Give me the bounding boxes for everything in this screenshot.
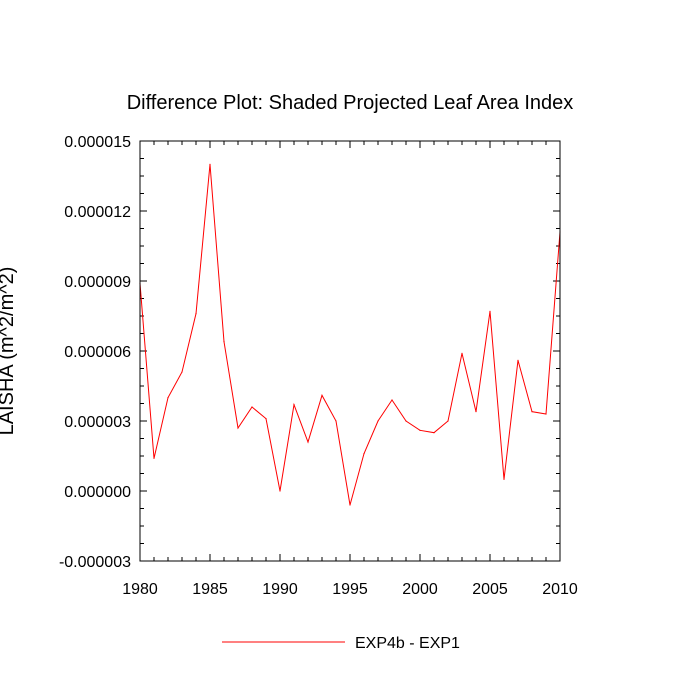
- y-tick-label: 0.000012: [64, 204, 131, 221]
- x-tick-label: 1990: [262, 581, 298, 598]
- data-point: [349, 504, 351, 506]
- x-tick-label: 2010: [542, 581, 578, 598]
- axis-ticks: 1980 1985 1990 1995 2000 2005 2010 -0.000003 0.0…: [59, 134, 578, 598]
- x-tick-label: 1980: [122, 581, 158, 598]
- data-point: [377, 420, 379, 422]
- data-point: [167, 397, 169, 399]
- data-point: [433, 432, 435, 434]
- data-point: [195, 313, 197, 315]
- data-point: [279, 490, 281, 492]
- y-axis-label: LAISHA (m^2/m^2): [0, 267, 18, 436]
- y-tick-label: 0.000000: [64, 484, 131, 501]
- data-point: [545, 413, 547, 415]
- data-point: [447, 420, 449, 422]
- data-point: [461, 352, 463, 354]
- data-point: [489, 310, 491, 312]
- data-point: [307, 441, 309, 443]
- data-point: [503, 478, 505, 480]
- x-tick-label: 1995: [332, 581, 368, 598]
- data-point: [153, 457, 155, 459]
- x-tick-label: 1985: [192, 581, 228, 598]
- data-point: [475, 411, 477, 413]
- data-point: [237, 427, 239, 429]
- data-point: [209, 163, 211, 165]
- y-tick-label: 0.000015: [64, 134, 131, 151]
- data-point: [223, 341, 225, 343]
- data-point: [181, 371, 183, 373]
- y-tick-label: 0.000006: [64, 344, 131, 361]
- x-tick-label: 2005: [472, 581, 508, 598]
- data-point: [405, 420, 407, 422]
- y-tick-label: 0.000003: [64, 414, 131, 431]
- data-point: [293, 404, 295, 406]
- data-point: [391, 399, 393, 401]
- data-point: [517, 359, 519, 361]
- legend-label: EXP4b - EXP1: [355, 635, 460, 652]
- y-tick-label: -0.000003: [59, 554, 131, 571]
- data-point: [335, 420, 337, 422]
- x-tick-label: 2000: [402, 581, 438, 598]
- data-point: [251, 406, 253, 408]
- data-point: [419, 429, 421, 431]
- data-point: [363, 453, 365, 455]
- data-point: [321, 394, 323, 396]
- data-point: [531, 411, 533, 413]
- legend: EXP4b - EXP1: [222, 635, 460, 652]
- plot-frame: [139, 140, 561, 562]
- chart-title: Difference Plot: Shaded Projected Leaf A…: [127, 92, 574, 114]
- y-tick-label: 0.000009: [64, 274, 131, 291]
- data-point: [265, 418, 267, 420]
